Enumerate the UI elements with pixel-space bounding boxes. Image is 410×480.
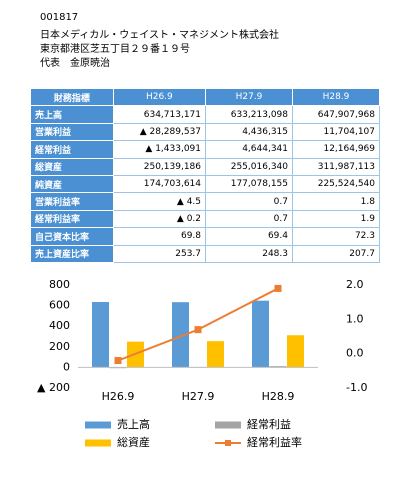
table-row: 売上資産比率 253.7 248.3 207.7: [30, 244, 380, 263]
bar: [92, 302, 109, 368]
cell: 225,524,540: [292, 174, 380, 194]
row-label: 営業利益率: [30, 192, 114, 211]
cell: 72.3: [292, 227, 380, 246]
table-row: 経常利益 ▲ 1,433,091 4,644,341 12,164,969: [30, 140, 380, 159]
cell: 248.3: [205, 244, 293, 263]
representative: 代表 金原暁治: [40, 58, 110, 69]
row-label: 自己資本比率: [30, 227, 114, 246]
row-label: 経常利益: [30, 140, 114, 159]
legend-swatch: [215, 421, 241, 429]
x-tick-label: H26.9: [102, 390, 135, 403]
bar: [172, 302, 189, 368]
y-tick-label: 0: [63, 360, 70, 373]
cell: 0.7: [205, 192, 293, 211]
address: 東京都港区芝五丁目２９番１９号: [40, 44, 190, 55]
cell: 177,078,155: [205, 174, 293, 194]
bar: [252, 300, 269, 368]
cell: ▲ 4.5: [112, 192, 207, 211]
y2-tick-label: 0.0: [346, 347, 364, 360]
cell: 253.7: [112, 244, 207, 263]
y-tick-label: 800: [49, 278, 70, 291]
legend-label: 経常利益: [247, 417, 291, 431]
cell: 69.8: [112, 227, 207, 246]
code: 001817: [40, 12, 79, 23]
row-label: 財務指標: [30, 87, 114, 107]
legend-swatch: [85, 439, 111, 447]
y-tick-label: 200: [49, 340, 70, 353]
cell: 1.8: [292, 192, 380, 211]
cell: 4,644,341: [205, 140, 293, 159]
x-tick-label: H28.9: [262, 390, 295, 403]
cell: 207.7: [292, 244, 380, 263]
header-row: 財務指標 H26.9 H27.9 H28.9: [30, 87, 380, 107]
y2-tick-label: -1.0: [346, 381, 367, 394]
row-label: 営業利益: [30, 122, 114, 142]
row-label: 総資産: [30, 157, 114, 176]
cell: 69.4: [205, 227, 293, 246]
cell: 0.7: [205, 209, 293, 229]
legend-label: 総資産: [117, 435, 150, 449]
legend-swatch: [85, 421, 111, 429]
cell: 250,139,186: [112, 157, 207, 176]
row-label: 売上高: [30, 105, 114, 124]
table-row: 純資産 174,703,614 177,078,155 225,524,540: [30, 174, 380, 194]
line-marker: [274, 284, 282, 292]
cell: ▲ 1,433,091: [112, 140, 207, 159]
bar: [207, 341, 224, 368]
cell: ▲ 0.2: [112, 209, 207, 229]
cell: ▲ 28,289,537: [112, 122, 207, 142]
cell: H28.9: [292, 87, 380, 107]
table-row: 営業利益率 ▲ 4.5 0.7 1.8: [30, 192, 380, 211]
row-label: 純資産: [30, 174, 114, 194]
bar: [287, 335, 304, 368]
cell: 11,704,107: [292, 122, 380, 142]
company: 日本メディカル・ウェイスト・マネジメント株式会社: [40, 30, 279, 41]
table-row: 自己資本比率 69.8 69.4 72.3: [30, 227, 380, 246]
x-tick-label: H27.9: [182, 390, 215, 403]
legend-label: 経常利益率: [247, 435, 302, 449]
table-row: 売上高 634,713,171 633,213,098 647,907,968: [30, 105, 380, 124]
cell: H26.9: [112, 87, 207, 107]
cell: 12,164,969: [292, 140, 380, 159]
cell: 4,436,315: [205, 122, 293, 142]
cell: 633,213,098: [205, 105, 293, 124]
legend-label: 売上高: [117, 417, 150, 431]
cell: 311,987,113: [292, 157, 380, 176]
legend-swatch: [225, 440, 231, 446]
chart: ▲ 200 0 200 400 600 800 -1.0 0.0 1.0 2.0 H26.9 H27.…: [37, 278, 367, 449]
row-label: 経常利益率: [30, 209, 114, 229]
cell: 174,703,614: [112, 174, 207, 194]
table-row: 経常利益率 ▲ 0.2 0.7 1.9: [30, 209, 380, 229]
line-marker: [194, 326, 202, 334]
table-row: 総資産 250,139,186 255,016,340 311,987,113: [30, 157, 380, 176]
line-marker: [114, 357, 122, 365]
cell: H27.9: [205, 87, 293, 107]
y-tick-label: 600: [49, 299, 70, 312]
financial-table: 財務指標 H26.9 H27.9 H28.9 売上高 634,713,171 633,213…: [30, 87, 380, 263]
cell: 1.9: [292, 209, 380, 229]
y2-tick-label: 1.0: [346, 312, 364, 325]
y2-tick-label: 2.0: [346, 278, 364, 291]
cell: 647,907,968: [292, 105, 380, 124]
y-tick-label: ▲ 200: [37, 381, 70, 394]
row-label: 売上資産比率: [30, 244, 114, 263]
y-tick-label: 400: [49, 319, 70, 332]
table-row: 営業利益 ▲ 28,289,537 4,436,315 11,704,107: [30, 122, 380, 142]
bar: [269, 366, 287, 368]
cell: 634,713,171: [112, 105, 207, 124]
cell: 255,016,340: [205, 157, 293, 176]
